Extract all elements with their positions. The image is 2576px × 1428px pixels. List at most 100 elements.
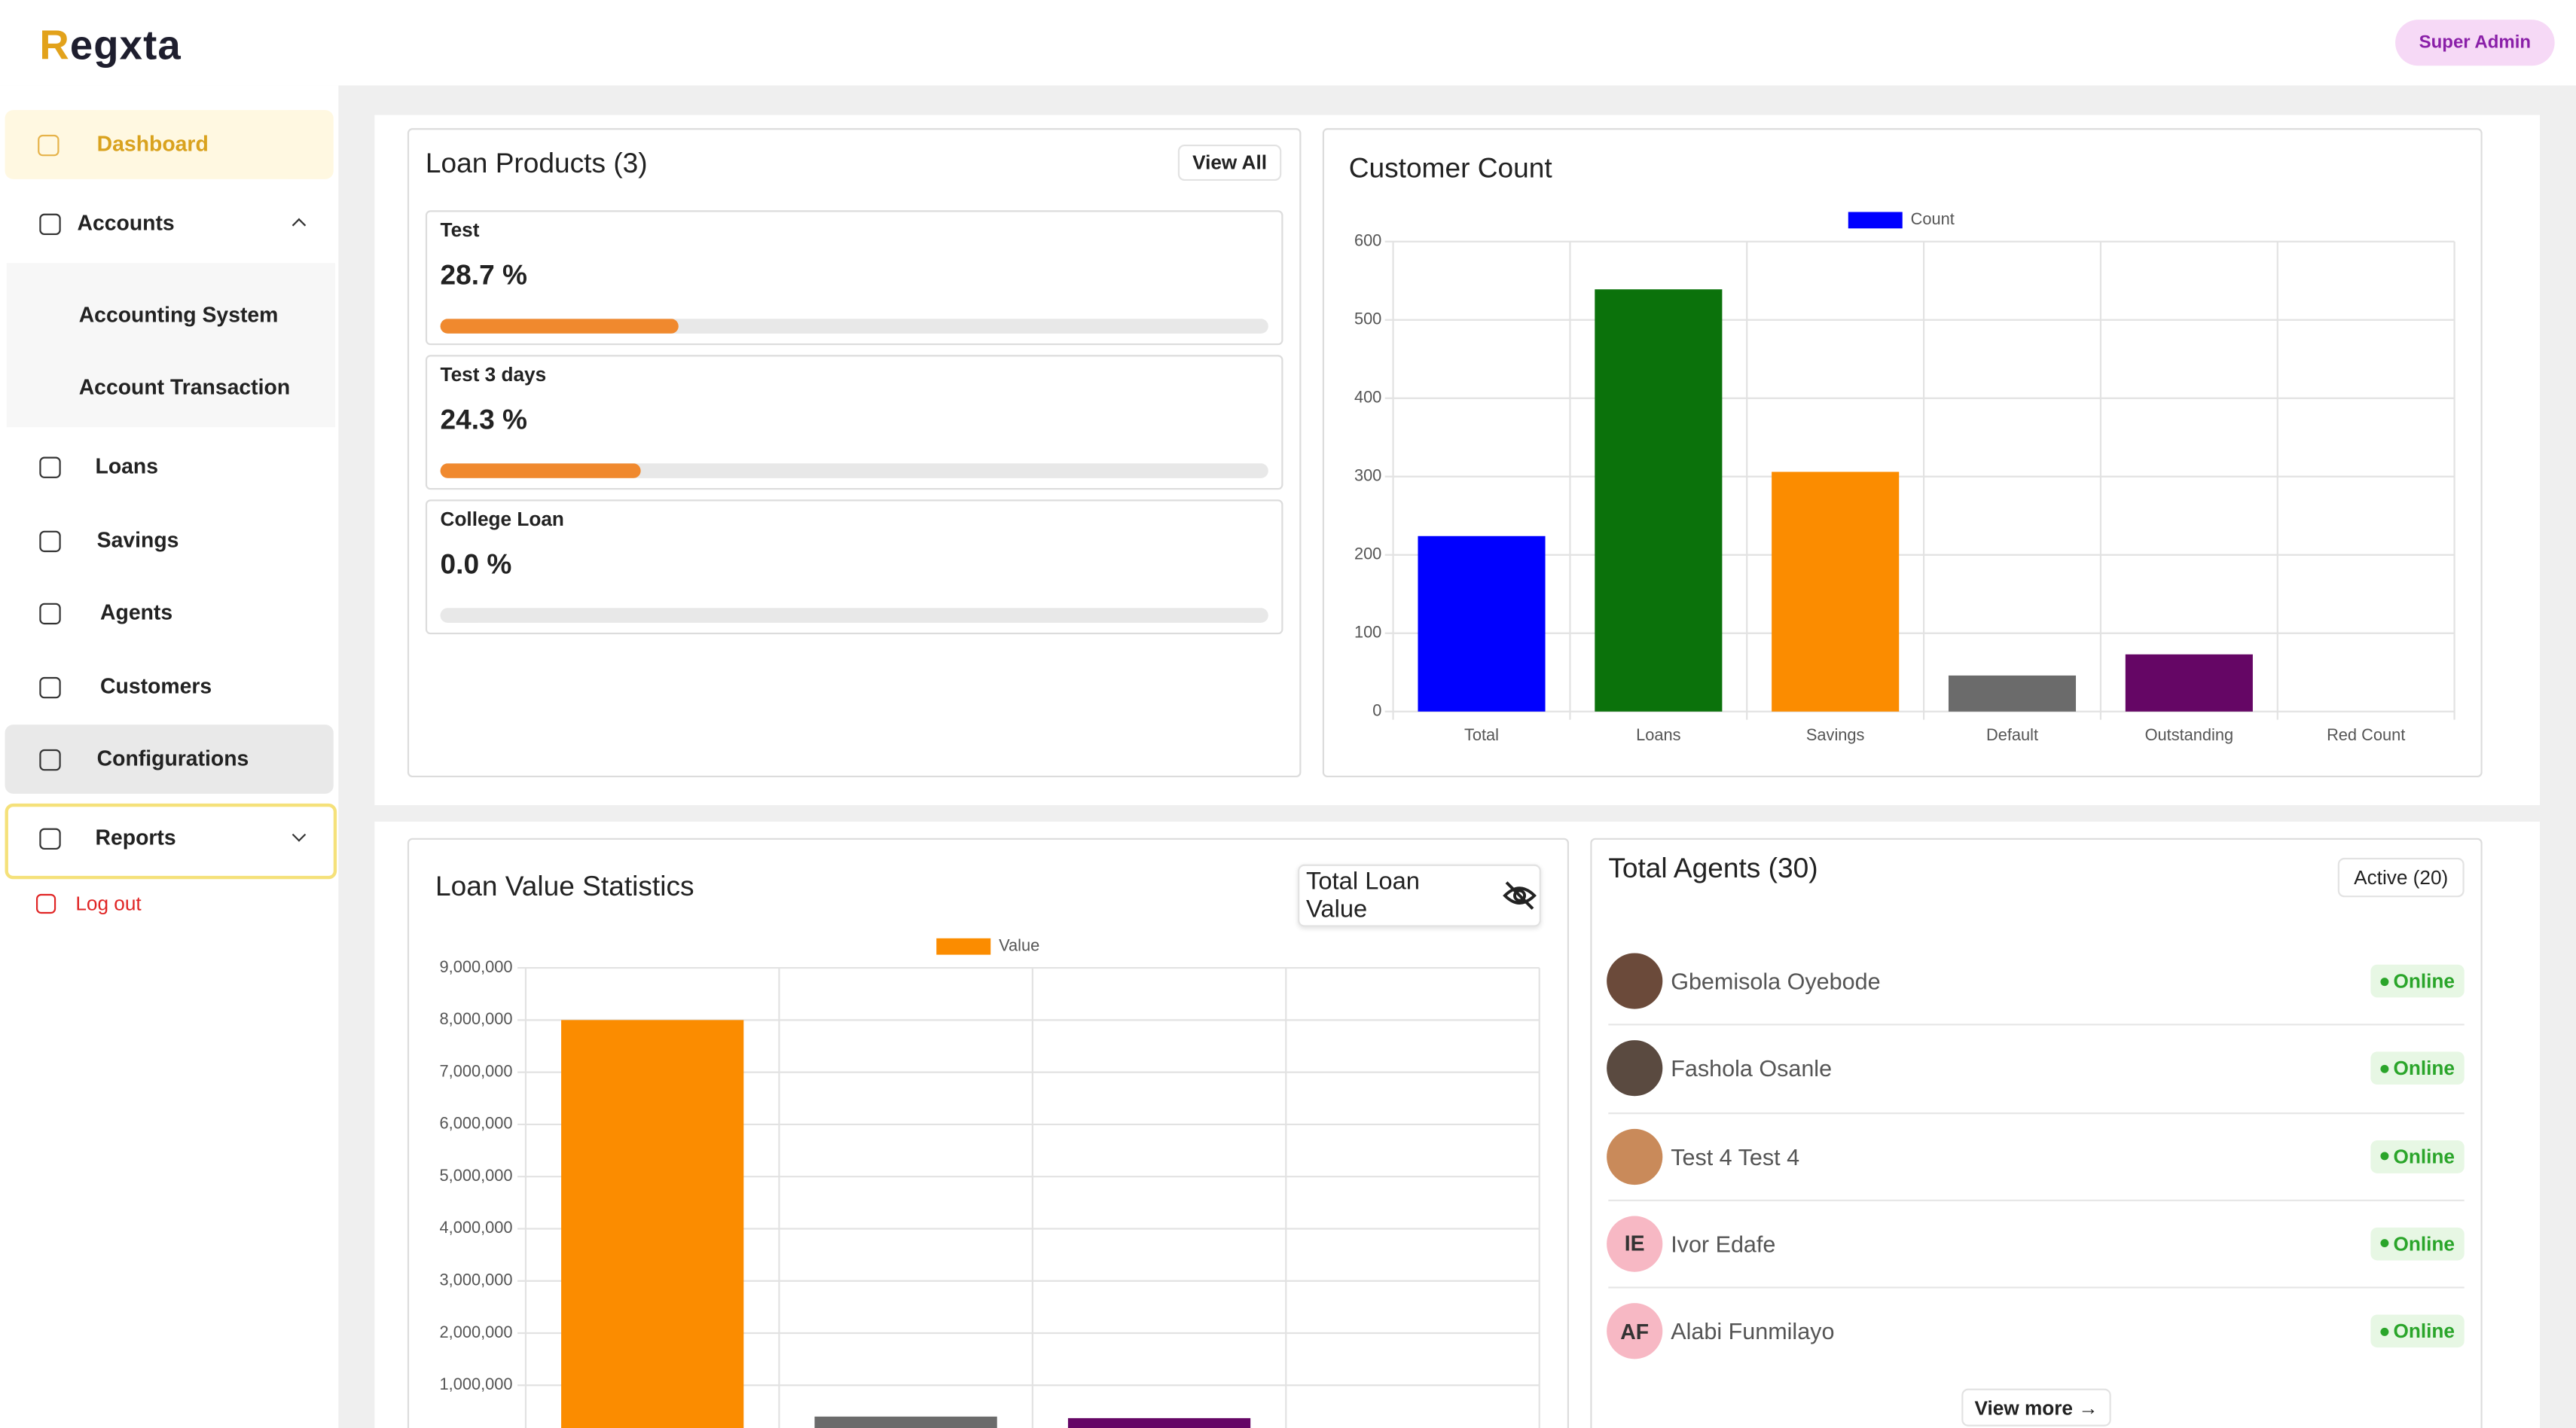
row-divider <box>1608 1024 2465 1027</box>
row-divider <box>1608 1286 2465 1289</box>
status-pill: Online <box>2370 1140 2465 1173</box>
bar <box>1772 471 1900 712</box>
agent-avatar <box>1607 953 1663 1009</box>
bar <box>1595 289 1723 712</box>
x-tick-label: Loans <box>1636 725 1680 744</box>
status-label: Online <box>2393 1057 2455 1081</box>
nav-item[interactable]: Configurations <box>96 746 249 771</box>
product-item <box>425 355 1283 490</box>
nav-item[interactable]: Loans <box>95 453 159 478</box>
view-more-button[interactable]: View more → <box>1961 1388 2111 1426</box>
bar <box>2125 654 2253 712</box>
nav-icon <box>39 749 61 771</box>
product-item <box>425 210 1283 346</box>
logo[interactable]: Regxta <box>39 23 182 69</box>
nav-icon <box>39 456 61 478</box>
product-item <box>425 499 1283 635</box>
nav-item[interactable]: Accounting System <box>78 302 279 328</box>
button-label: Total Loan Value <box>1305 868 1420 924</box>
nav-item-bg[interactable] <box>5 803 337 880</box>
y-tick-label: 8,000,000 <box>440 1009 513 1028</box>
header <box>0 0 2576 86</box>
status-dot <box>2380 1064 2388 1073</box>
progress-bar <box>440 319 679 334</box>
product-name: Test 3 days <box>440 363 547 386</box>
progress-bar <box>440 463 642 478</box>
x-tick-label: Total <box>1464 725 1499 744</box>
active-agents-badge[interactable]: Active (20) <box>2337 857 2465 898</box>
logout-link[interactable]: Log out <box>75 892 142 916</box>
bar <box>561 1020 744 1428</box>
y-tick-label: 2,000,000 <box>440 1323 513 1341</box>
status-dot <box>2380 977 2388 986</box>
agents-card <box>1590 838 2483 1428</box>
agent-name[interactable]: Test 4 Test 4 <box>1671 1143 1800 1170</box>
y-tick-label: 4,000,000 <box>440 1218 513 1237</box>
status-dot <box>2380 1152 2388 1161</box>
product-percent: 28.7 % <box>440 259 528 291</box>
status-pill: Online <box>2370 1314 2465 1348</box>
agent-name[interactable]: Alabi Funmilayo <box>1671 1318 1835 1345</box>
y-tick-label: 9,000,000 <box>440 957 513 976</box>
nav-item[interactable]: Agents <box>100 600 173 625</box>
nav-item[interactable]: Dashboard <box>96 131 209 157</box>
y-tick-label: 5,000,000 <box>440 1166 513 1185</box>
card-title: Customer Count <box>1348 152 1552 185</box>
hide-icon <box>1503 881 1537 910</box>
loan-products-card <box>407 128 1302 778</box>
agent-name[interactable]: Ivor Edafe <box>1671 1230 1776 1257</box>
nav-item[interactable]: Savings <box>96 527 179 553</box>
y-tick-label: 300 <box>1354 465 1381 484</box>
y-tick-label: 200 <box>1354 544 1381 563</box>
nav-item[interactable]: Reports <box>95 825 176 850</box>
card-title: Total Agents (30) <box>1608 853 1818 884</box>
y-tick-label: 600 <box>1354 230 1381 249</box>
nav-item[interactable]: Account Transaction <box>78 374 291 400</box>
y-tick-label: 1,000,000 <box>440 1375 513 1393</box>
bar <box>1948 675 2077 712</box>
status-label: Online <box>2393 1232 2455 1256</box>
agent-avatar: AF <box>1607 1303 1663 1359</box>
legend-label: Value <box>999 935 1039 954</box>
row-divider <box>1608 1112 2465 1114</box>
status-pill: Online <box>2370 964 2465 998</box>
nav-icon <box>39 676 61 699</box>
bar <box>814 1416 997 1428</box>
agent-avatar <box>1607 1040 1663 1097</box>
progress-track <box>440 608 1268 623</box>
bar <box>1067 1417 1251 1428</box>
x-tick-label: Default <box>1986 725 2038 744</box>
status-label: Online <box>2393 969 2455 993</box>
y-tick-label: 100 <box>1354 622 1381 641</box>
card-title: Loan Value Statistics <box>435 871 694 902</box>
view-all-button[interactable]: View All <box>1177 145 1282 182</box>
agent-name[interactable]: Fashola Osanle <box>1671 1055 1833 1082</box>
y-tick-label: 7,000,000 <box>440 1061 513 1080</box>
y-tick-label: 6,000,000 <box>440 1114 513 1133</box>
x-tick-label: Outstanding <box>2145 725 2234 744</box>
user-role-badge[interactable]: Super Admin <box>2395 20 2555 66</box>
agent-name[interactable]: Gbemisola Oyebode <box>1671 968 1881 995</box>
nav-icon <box>38 134 60 157</box>
total-loan-value-button[interactable]: Total Loan Value <box>1298 864 1541 927</box>
nav-icon <box>39 603 61 625</box>
x-tick-label: Red Count <box>2327 725 2405 744</box>
progress-track <box>440 319 1268 334</box>
status-dot <box>2380 1327 2388 1336</box>
status-label: Online <box>2393 1320 2455 1343</box>
product-percent: 0.0 % <box>440 548 512 581</box>
legend-label: Count <box>1911 209 1955 228</box>
status-pill: Online <box>2370 1227 2465 1261</box>
product-percent: 24.3 % <box>440 404 528 436</box>
y-tick-label: 400 <box>1354 387 1381 406</box>
status-label: Online <box>2393 1144 2455 1168</box>
bar <box>1418 536 1546 712</box>
legend-swatch <box>1848 212 1903 229</box>
logout-icon <box>35 893 56 914</box>
product-name: Test <box>440 218 480 242</box>
nav-item[interactable]: Customers <box>100 673 212 699</box>
nav-icon <box>39 213 61 236</box>
nav-item[interactable]: Accounts <box>77 210 175 236</box>
nav-item-bg[interactable] <box>5 110 334 179</box>
nav-icon <box>39 530 61 553</box>
